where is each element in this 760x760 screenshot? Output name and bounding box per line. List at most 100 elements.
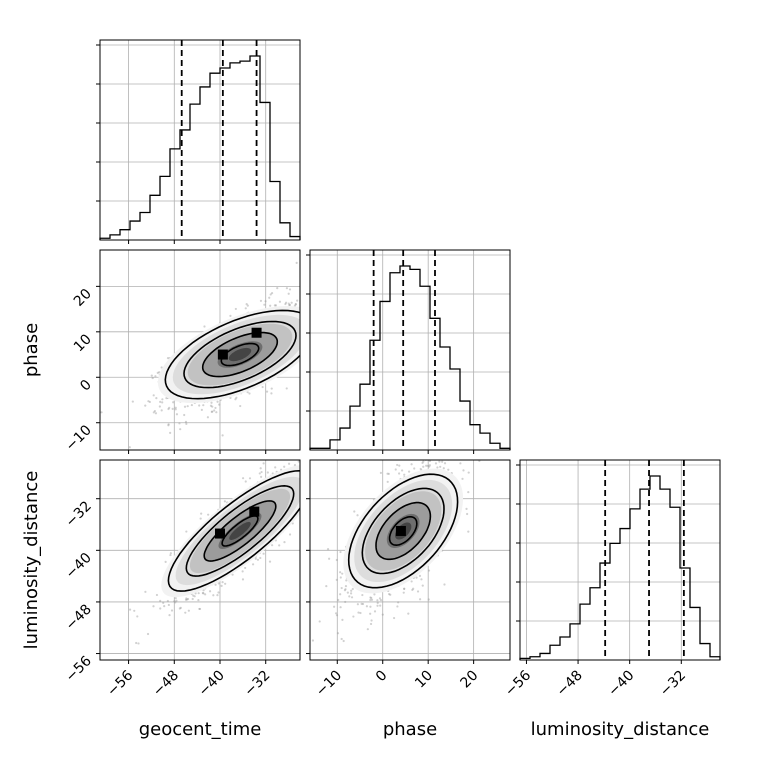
sample-point — [376, 604, 379, 607]
sample-point — [361, 593, 364, 597]
sample-point — [386, 480, 389, 483]
x-tick-label: −48 — [554, 668, 586, 700]
panel-geocent_time-vs-luminosity_distance — [99, 438, 336, 661]
panel-phase-vs-luminosity_distance — [309, 447, 511, 661]
sample-point — [234, 398, 237, 401]
sample-point — [217, 591, 220, 594]
sample-point — [370, 619, 373, 622]
sample-point — [265, 390, 269, 393]
sample-point — [434, 462, 438, 465]
sample-point — [339, 550, 342, 554]
sample-point — [305, 488, 307, 490]
sample-point — [190, 403, 193, 407]
sample-point — [327, 461, 329, 463]
sample-point — [318, 312, 320, 314]
sample-point — [278, 300, 282, 303]
sample-point — [334, 444, 336, 446]
sample-point — [316, 328, 318, 330]
grid — [520, 460, 720, 660]
sample-point — [160, 366, 163, 369]
sample-point — [325, 585, 328, 588]
sample-point — [415, 576, 418, 579]
x-tick-label: −40 — [605, 668, 637, 700]
sample-point — [339, 606, 342, 609]
sample-point — [312, 472, 314, 474]
sample-point — [316, 317, 318, 319]
sample-point — [262, 552, 265, 555]
sample-point — [301, 314, 303, 316]
sample-point — [271, 544, 274, 547]
sample-point — [462, 469, 465, 472]
sample-point — [306, 488, 308, 490]
sample-point — [305, 438, 307, 440]
y-tick-label: −10 — [63, 422, 95, 454]
sample-point — [427, 569, 431, 572]
sample-point — [478, 460, 481, 463]
sample-point — [159, 607, 162, 610]
sample-point — [301, 310, 303, 312]
sample-point — [413, 467, 416, 470]
x-tick-label: 10 — [412, 668, 436, 692]
sample-point — [174, 601, 177, 604]
sample-point — [426, 464, 429, 467]
sample-point — [315, 305, 317, 307]
density-level — [229, 521, 251, 540]
contour-line — [375, 501, 432, 561]
sample-point — [370, 596, 373, 600]
sample-point — [455, 447, 457, 449]
sample-point — [199, 517, 202, 520]
sample-point — [100, 411, 103, 414]
sample-point — [311, 465, 313, 467]
sample-point — [312, 484, 314, 486]
density-shading — [343, 468, 464, 594]
sample-point — [461, 477, 464, 480]
sample-point — [185, 598, 189, 601]
sample-point — [178, 422, 181, 425]
sample-point — [318, 319, 320, 321]
sample-point — [269, 293, 272, 296]
sample-point — [366, 628, 369, 631]
mode-point — [217, 349, 228, 360]
sample-point — [259, 556, 262, 560]
sample-point — [156, 371, 159, 374]
sample-point — [234, 307, 237, 311]
sample-point — [350, 596, 354, 599]
sample-point — [209, 404, 213, 407]
sample-point — [301, 302, 303, 304]
sample-point — [304, 339, 306, 341]
sample-point — [370, 598, 374, 601]
sample-point — [241, 578, 245, 581]
contour-line — [201, 331, 279, 378]
sample-point — [317, 470, 319, 472]
sample-point — [313, 281, 315, 283]
x-tick-label: −56 — [502, 667, 534, 699]
sample-point — [270, 387, 273, 390]
sample-point — [152, 411, 155, 414]
sample-point — [353, 510, 356, 513]
sample-point — [200, 408, 203, 411]
sample-point — [388, 592, 391, 596]
sample-point — [339, 571, 342, 574]
sample-point — [248, 392, 251, 395]
sample-point — [224, 582, 227, 585]
sample-point — [179, 606, 182, 609]
sample-point — [260, 475, 263, 478]
sample-point — [403, 587, 406, 590]
sample-point — [245, 303, 248, 306]
sample-point — [418, 574, 422, 577]
sample-point — [369, 596, 372, 599]
contour-line — [361, 487, 445, 575]
sample-point — [284, 302, 287, 306]
sample-point — [211, 405, 214, 408]
sample-point — [439, 465, 442, 468]
sample-point — [254, 557, 257, 560]
sample-point — [184, 598, 188, 601]
sample-point — [306, 305, 308, 307]
sample-point — [335, 614, 339, 617]
sample-point — [447, 468, 450, 471]
sample-point — [339, 309, 341, 311]
y-axis-label-phase: phase — [21, 323, 42, 377]
sample-point — [410, 463, 413, 466]
sample-point — [396, 463, 399, 467]
sample-point — [136, 615, 139, 618]
